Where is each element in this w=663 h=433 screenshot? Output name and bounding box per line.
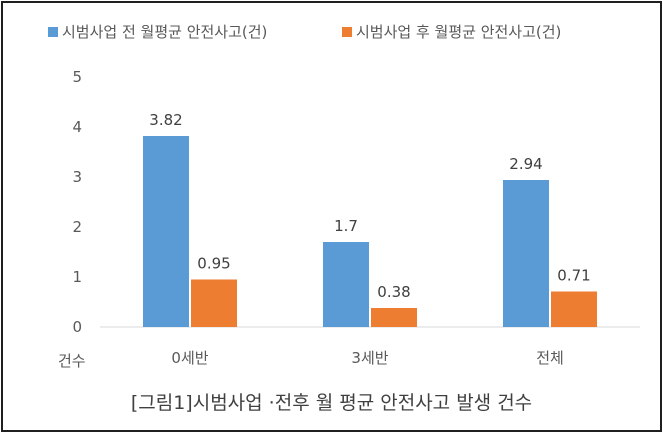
legend-swatch-2 [342, 27, 352, 37]
data-label-s1-2: 1.7 [334, 217, 358, 235]
x-tick-label-1: 0세반 [171, 349, 208, 367]
bar-s2-3 [551, 291, 597, 327]
bar-s1-2 [323, 242, 369, 327]
y-axis-label: 건수 [58, 352, 86, 370]
x-tick-label-3: 전체 [536, 349, 564, 367]
x-tick-label-2: 3세반 [351, 349, 388, 367]
bar-s2-1 [191, 279, 237, 327]
bar-s1-1 [143, 136, 189, 327]
chart-caption: [그림1]시범사업 ·전후 월 평균 안전사고 발생 건수 [130, 392, 533, 414]
data-label-s2-2: 0.38 [377, 283, 410, 301]
data-label-s1-3: 2.94 [509, 155, 542, 173]
y-tick-label: 0 [72, 318, 82, 336]
y-tick-label: 4 [72, 118, 82, 136]
legend-label-1: 시범사업 전 월평균 안전사고(건) [62, 23, 267, 41]
y-tick-label: 5 [72, 68, 82, 86]
y-tick-label: 1 [72, 268, 82, 286]
legend-swatch-1 [48, 27, 58, 37]
data-label-s2-1: 0.95 [197, 255, 230, 273]
data-label-s2-3: 0.71 [557, 267, 590, 285]
y-tick-label: 3 [72, 168, 82, 186]
bar-s2-2 [371, 308, 417, 327]
bar-s1-3 [503, 180, 549, 327]
data-label-s1-1: 3.82 [149, 111, 182, 129]
y-tick-label: 2 [72, 218, 82, 236]
legend-label-2: 시범사업 후 월평균 안전사고(건) [356, 23, 561, 41]
